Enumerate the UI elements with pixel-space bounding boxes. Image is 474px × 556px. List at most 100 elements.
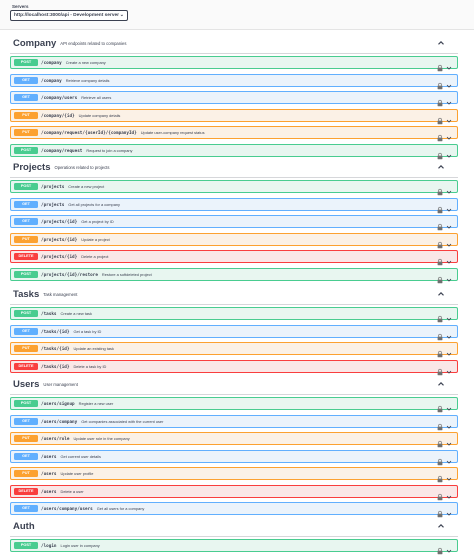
- method-badge: PUT: [14, 235, 38, 243]
- operation-get[interactable]: GET/tasks/{id} Get a task by ID: [10, 324, 458, 340]
- operation-path: /projects Create a new project: [41, 183, 104, 191]
- chevron-down-icon[interactable]: [445, 129, 453, 140]
- chevron-down-icon[interactable]: [445, 435, 453, 446]
- lock-icon[interactable]: [436, 218, 444, 231]
- lock-icon[interactable]: [436, 201, 444, 213]
- chevron-down-icon[interactable]: [445, 505, 453, 516]
- tag-header-auth[interactable]: Auth: [10, 517, 458, 537]
- chevron-down-icon[interactable]: [445, 271, 453, 282]
- chevron-down-icon[interactable]: [445, 328, 453, 339]
- lock-icon[interactable]: [436, 470, 444, 483]
- operation-delete[interactable]: DELETE/tasks/{id} Delete a task by ID: [10, 359, 458, 375]
- operation-post[interactable]: POST/company Create a new company: [10, 56, 458, 72]
- lock-icon[interactable]: [436, 488, 444, 500]
- operation-get[interactable]: GET/users/company Get companies associate…: [10, 414, 458, 430]
- chevron-up-icon[interactable]: [436, 379, 446, 392]
- chevron-down-icon[interactable]: [445, 418, 453, 429]
- chevron-down-icon[interactable]: [445, 488, 453, 499]
- lock-icon[interactable]: [436, 363, 444, 375]
- chevron-down-icon[interactable]: [445, 201, 453, 212]
- chevron-down-icon[interactable]: [445, 453, 453, 464]
- tag-header-tasks[interactable]: Tasks Task management: [10, 285, 458, 305]
- operation-get[interactable]: GET/users Get current user details: [10, 449, 458, 465]
- operation-put[interactable]: PUT/projects/{id} Update a project: [10, 232, 458, 248]
- operation-delete[interactable]: DELETE/projects/{id} Delete a project: [10, 250, 458, 266]
- operation-get[interactable]: GET/company/users Retrieve all users: [10, 91, 458, 107]
- operation-put[interactable]: PUT/company/{id} Update company details: [10, 108, 458, 124]
- chevron-down-icon[interactable]: [445, 218, 453, 229]
- lock-icon[interactable]: [436, 345, 444, 358]
- operation-path: /projects/{id} Get a project by ID: [41, 218, 114, 226]
- operation-get[interactable]: GET/company Retrieve company details: [10, 73, 458, 89]
- chevron-down-icon[interactable]: [445, 470, 453, 481]
- lock-icon[interactable]: [436, 77, 444, 89]
- path-text: /users/company: [41, 419, 78, 425]
- chevron-down-icon[interactable]: [445, 363, 453, 374]
- operation-summary: Get all users for a company: [96, 506, 145, 511]
- operation-get[interactable]: GET/projects/{id} Get a project by ID: [10, 215, 458, 231]
- chevron-up-icon[interactable]: [436, 162, 446, 175]
- lock-icon[interactable]: [436, 129, 444, 142]
- lock-icon[interactable]: [436, 418, 444, 430]
- operation-summary: Update user role in the company: [73, 436, 130, 441]
- operation-path: /projects/{id}/restore Restore a softdele…: [41, 271, 152, 279]
- operation-path: /tasks/{id} Get a task by ID: [41, 328, 101, 336]
- lock-icon[interactable]: [436, 400, 444, 413]
- path-text: /company/users: [41, 96, 78, 101]
- chevron-up-icon[interactable]: [436, 289, 446, 302]
- chevron-down-icon[interactable]: [445, 59, 453, 70]
- chevron-up-icon[interactable]: [436, 521, 446, 534]
- operation-put[interactable]: PUT/tasks/{id} Update an existing task: [10, 342, 458, 358]
- path-text: /users/role: [41, 437, 70, 442]
- lock-icon[interactable]: [436, 94, 444, 107]
- servers-label: Servers: [12, 4, 29, 9]
- operation-post[interactable]: POST/projects Create a new project: [10, 180, 458, 196]
- path-text: /projects/{id}: [41, 237, 78, 243]
- operation-get[interactable]: GET/users/company/users Get all users for…: [10, 502, 458, 518]
- tag-header-projects[interactable]: Projects Operations related to projects: [10, 158, 458, 178]
- chevron-down-icon[interactable]: [445, 94, 453, 105]
- lock-icon[interactable]: [436, 59, 444, 72]
- chevron-down-icon[interactable]: [445, 542, 453, 553]
- lock-icon[interactable]: [436, 253, 444, 266]
- chevron-down-icon[interactable]: [445, 310, 453, 321]
- operation-post[interactable]: POST/projects/{id}/restore Restore a soft…: [10, 267, 458, 283]
- chevron-down-icon[interactable]: [445, 253, 453, 264]
- lock-icon[interactable]: [436, 271, 444, 283]
- lock-icon[interactable]: [436, 183, 444, 196]
- lock-icon[interactable]: [436, 147, 444, 159]
- tag-header-users[interactable]: Users User management: [10, 375, 458, 395]
- tag-header-company[interactable]: Company API endpoints related to companie…: [10, 34, 458, 54]
- chevron-down-icon[interactable]: [445, 112, 453, 123]
- operation-path: /users/company Get companies associated w…: [41, 418, 163, 426]
- chevron-up-icon[interactable]: [436, 38, 446, 51]
- lock-icon[interactable]: [436, 236, 444, 248]
- tag-description: Operations related to projects: [54, 164, 110, 170]
- lock-icon[interactable]: [436, 435, 444, 448]
- chevron-down-icon[interactable]: [445, 147, 453, 158]
- operation-put[interactable]: PUT/users Update user profile: [10, 467, 458, 483]
- chevron-down-icon[interactable]: [445, 400, 453, 411]
- operation-post[interactable]: POST/company/request Request to join a co…: [10, 143, 458, 159]
- operation-get[interactable]: GET/projects Get all projects for a compa…: [10, 197, 458, 213]
- operation-put[interactable]: PUT/company/request/{userId}/{companyId}…: [10, 126, 458, 142]
- method-badge: POST: [14, 542, 38, 549]
- path-text: /company/request/{userId}/{companyId}: [41, 131, 137, 136]
- chevron-down-icon[interactable]: [445, 77, 453, 88]
- lock-icon[interactable]: [436, 505, 444, 518]
- operation-delete[interactable]: DELETE/users Delete a user: [10, 484, 458, 500]
- method-badge: GET: [14, 327, 38, 335]
- chevron-down-icon[interactable]: [445, 183, 453, 194]
- lock-icon[interactable]: [436, 310, 444, 323]
- operation-post[interactable]: POST/login Login user in company: [10, 539, 458, 555]
- operation-post[interactable]: POST/tasks Create a new task: [10, 307, 458, 323]
- server-select[interactable]: http://localhost:3000/api - Development …: [10, 10, 128, 21]
- lock-icon[interactable]: [436, 453, 444, 465]
- operation-put[interactable]: PUT/users/role Update user role in the co…: [10, 432, 458, 448]
- chevron-down-icon[interactable]: [445, 345, 453, 356]
- chevron-down-icon[interactable]: [445, 236, 453, 247]
- lock-icon[interactable]: [436, 112, 444, 124]
- lock-icon[interactable]: [436, 542, 444, 555]
- lock-icon[interactable]: [436, 328, 444, 340]
- operation-post[interactable]: POST/users/signup Register a new user: [10, 397, 458, 413]
